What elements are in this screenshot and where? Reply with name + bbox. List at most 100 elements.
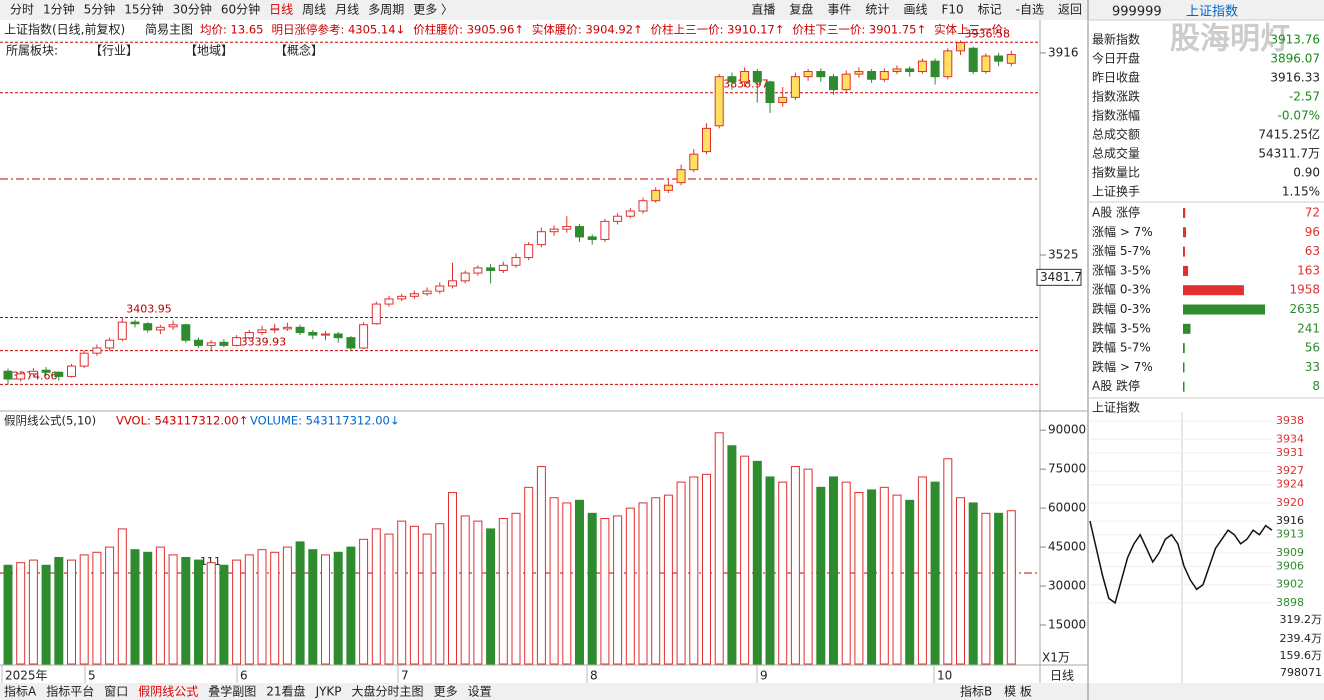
candle-body	[790, 76, 800, 98]
period-tab[interactable]: 日线	[269, 3, 293, 17]
volume-bar	[803, 468, 813, 665]
volume-bar	[333, 551, 343, 665]
breadth-value: 8	[1312, 379, 1320, 393]
breadth-bar	[1183, 246, 1185, 257]
tool-button[interactable]: 复盘	[789, 2, 813, 17]
quote-label: 总成交量	[1092, 146, 1140, 161]
tool-button[interactable]: 返回	[1058, 3, 1082, 17]
bottom-tab[interactable]: 21看盘	[266, 684, 305, 699]
quote-value: 1.15%	[1282, 185, 1320, 199]
quote-label: 最新指数	[1092, 32, 1140, 47]
volume-bar	[892, 494, 902, 665]
candle-body	[486, 267, 496, 271]
volume-tick-label: 239.4万	[1280, 632, 1323, 645]
x-tick-label: 6	[240, 669, 248, 683]
candle-body	[892, 68, 902, 73]
template-tab[interactable]: 模 板	[1004, 685, 1032, 699]
x-tick-label: 5	[88, 669, 96, 683]
volume-bar	[130, 549, 140, 665]
tool-button[interactable]: 统计	[865, 3, 889, 17]
volume-bar	[790, 466, 800, 665]
period-tab[interactable]: 15分钟	[124, 2, 163, 17]
sector: 【行业】	[90, 44, 138, 58]
y-tick-label: 3934	[1276, 432, 1304, 445]
period-tab[interactable]: 分时	[10, 3, 34, 17]
bottom-tab[interactable]: 指标平台	[46, 684, 94, 699]
period-tab[interactable]: 多周期	[368, 3, 404, 17]
template-tab[interactable]: 指标B	[960, 684, 992, 699]
info-item: 价柱下三一价: 3901.75↑	[792, 23, 926, 37]
tool-button[interactable]: F10	[941, 3, 963, 17]
y-tick-label: 30000	[1048, 579, 1086, 593]
volume-bar	[917, 476, 927, 665]
volume-bar	[752, 460, 762, 665]
volume-bar	[54, 556, 64, 665]
candle-body	[816, 71, 826, 78]
candle-body	[79, 352, 89, 367]
volume-bar	[511, 512, 521, 665]
volume-bar	[321, 554, 330, 665]
period-tab[interactable]: 更多 〉	[413, 3, 453, 17]
vol-marker: 111	[200, 555, 221, 568]
period-tab[interactable]: 1分钟	[43, 2, 75, 17]
volume-bar	[295, 541, 305, 665]
tool-button[interactable]: 事件	[827, 3, 851, 17]
quote-label: 指数涨跌	[1092, 89, 1140, 104]
volume-bar	[448, 492, 457, 665]
volume-bar	[409, 525, 419, 665]
info-item: 实体腰价: 3904.92↑	[532, 23, 643, 37]
tabbar-bg	[0, 683, 1324, 700]
y-tick-label: 15000	[1048, 618, 1086, 632]
candle-body	[270, 328, 280, 331]
volume-bar	[778, 481, 788, 665]
volume-bar	[816, 486, 826, 665]
toolbar-bg	[0, 0, 1324, 20]
period-tab[interactable]: 30分钟	[173, 2, 212, 17]
breadth-value: 56	[1305, 341, 1320, 355]
candle-body	[981, 55, 991, 73]
breadth-label: 跌幅 3-5%	[1092, 320, 1151, 335]
bottom-tab[interactable]: 更多	[434, 685, 458, 699]
quote-label: 昨日收盘	[1092, 70, 1140, 85]
tool-button[interactable]: 标记	[978, 3, 1002, 17]
bottom-tab[interactable]: 大盘分时主图	[352, 684, 424, 699]
volume-value: VOLUME: 543117312.00↓	[250, 414, 399, 428]
candle-body	[917, 60, 927, 73]
bottom-tab[interactable]: 指标A	[4, 684, 37, 699]
volume-bar	[168, 554, 178, 665]
candle-body	[92, 347, 102, 354]
info-item: 实体上三一价:	[934, 23, 1007, 37]
cursor-box	[1036, 268, 1082, 286]
bottom-tab[interactable]: JYKP	[315, 685, 342, 699]
volume-bar	[486, 528, 496, 665]
formula: 假阴线公式(5,10)	[4, 414, 96, 428]
volume-bar	[460, 515, 470, 665]
tool-button[interactable]: -自选	[1016, 3, 1044, 17]
period-tab[interactable]: 5分钟	[84, 2, 116, 17]
candle-body	[829, 76, 838, 91]
price-annotation: 3339.93	[241, 336, 287, 349]
bottom-tab[interactable]: 假阴线公式	[138, 685, 198, 699]
period-tab[interactable]: 周线	[302, 3, 326, 17]
info-item: 价柱上三一价: 3910.17↑	[651, 23, 785, 37]
main-indicator[interactable]: 简易主图	[145, 23, 193, 37]
breadth-bar	[1183, 343, 1185, 354]
y-tick-label: 3916	[1048, 45, 1079, 59]
period-tab[interactable]: 60分钟	[221, 2, 260, 17]
candle-body	[562, 226, 572, 230]
candle-body	[194, 339, 203, 346]
tool-button[interactable]: 直播	[751, 3, 775, 17]
bottom-tab[interactable]: 设置	[468, 685, 492, 699]
breadth-bar	[1183, 227, 1186, 238]
period-tab[interactable]: 月线	[335, 3, 359, 17]
y-tick-label: 3927	[1276, 464, 1304, 477]
bottom-tab[interactable]: 叠学副图	[208, 684, 256, 699]
volume-bar	[575, 499, 584, 665]
tool-button[interactable]: 画线	[903, 3, 927, 17]
bottom-tab[interactable]: 窗口	[104, 685, 128, 699]
volume-bar	[117, 528, 127, 665]
x-tick-label: 7	[401, 669, 409, 683]
volume-bar	[930, 481, 940, 665]
y-tick-label: 45000	[1048, 540, 1086, 554]
quote-label: 指数涨幅	[1092, 108, 1140, 123]
